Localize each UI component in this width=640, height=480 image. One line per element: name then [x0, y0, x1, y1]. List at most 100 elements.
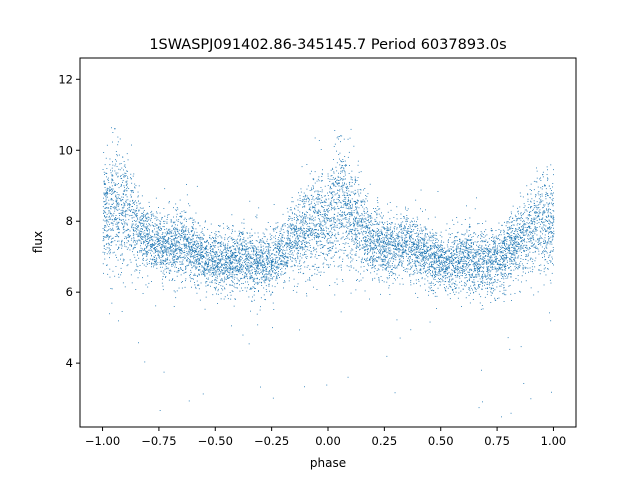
data-point — [481, 245, 483, 247]
data-point — [117, 227, 119, 229]
data-point — [474, 270, 476, 272]
data-point — [504, 221, 505, 223]
data-point — [424, 244, 426, 246]
data-point — [104, 258, 106, 260]
data-point — [295, 228, 296, 230]
data-point — [432, 239, 434, 241]
data-point — [115, 195, 117, 197]
data-point — [525, 244, 527, 246]
data-point — [547, 205, 549, 207]
data-point — [132, 211, 134, 213]
data-point — [235, 269, 237, 271]
data-point — [194, 248, 196, 250]
data-point — [287, 243, 289, 245]
data-point — [331, 188, 333, 190]
data-point — [211, 281, 212, 283]
data-point — [545, 240, 546, 242]
data-point — [374, 268, 376, 270]
data-point — [324, 245, 326, 246]
data-point — [183, 210, 185, 212]
data-point — [126, 222, 128, 224]
data-point — [425, 245, 427, 247]
data-point — [333, 201, 335, 203]
data-point — [265, 251, 267, 253]
data-point — [434, 237, 436, 239]
data-point — [272, 259, 274, 261]
data-point — [493, 261, 494, 263]
data-point — [434, 243, 436, 245]
data-point — [480, 235, 482, 237]
data-point — [354, 220, 356, 222]
data-point — [497, 253, 498, 255]
data-point — [272, 271, 273, 272]
data-point — [160, 266, 161, 268]
data-point — [172, 264, 174, 266]
data-point — [175, 258, 177, 260]
data-point — [500, 242, 502, 244]
data-point — [259, 262, 261, 264]
data-point — [161, 240, 163, 242]
data-point — [333, 191, 335, 193]
data-point — [461, 242, 462, 244]
data-point — [428, 271, 430, 273]
data-point — [162, 256, 164, 258]
data-point — [226, 270, 228, 272]
data-point — [219, 243, 221, 245]
data-point — [424, 246, 426, 248]
data-point — [502, 259, 504, 260]
data-point — [354, 238, 356, 239]
data-point — [217, 290, 219, 292]
data-point — [303, 203, 304, 205]
data-point — [387, 227, 389, 229]
data-point — [276, 248, 278, 249]
data-point — [182, 259, 184, 261]
data-point — [234, 269, 236, 271]
data-point — [489, 287, 491, 289]
data-point — [107, 177, 109, 179]
data-point — [200, 262, 201, 264]
data-point — [455, 280, 457, 282]
data-point — [342, 236, 344, 238]
data-point — [378, 223, 380, 225]
data-point — [519, 223, 521, 225]
data-point — [548, 236, 549, 237]
data-point — [121, 254, 123, 256]
data-point — [385, 237, 387, 239]
data-point — [122, 181, 123, 183]
data-point — [372, 251, 374, 253]
data-point — [216, 257, 217, 259]
data-point — [546, 209, 547, 211]
data-point — [512, 251, 514, 253]
data-point — [155, 233, 157, 235]
data-point — [405, 245, 407, 247]
data-point — [306, 249, 308, 251]
data-point — [187, 246, 189, 248]
data-point — [117, 203, 119, 205]
data-point — [492, 268, 494, 270]
data-point — [470, 240, 471, 241]
data-point — [537, 291, 539, 293]
data-point — [481, 288, 482, 290]
data-point — [423, 257, 425, 259]
data-point — [501, 278, 503, 279]
data-point — [305, 217, 307, 219]
data-point — [293, 229, 295, 230]
data-point — [481, 250, 482, 252]
data-point — [548, 233, 549, 235]
data-point — [451, 263, 453, 265]
data-point — [526, 185, 528, 187]
data-point — [387, 244, 389, 246]
data-point — [167, 240, 169, 242]
data-point — [147, 275, 149, 277]
data-point — [251, 265, 253, 267]
data-point — [128, 209, 130, 211]
data-point — [506, 274, 507, 276]
data-point — [246, 245, 248, 247]
data-point — [361, 204, 362, 206]
data-point — [120, 267, 122, 269]
data-point — [459, 249, 461, 251]
data-point — [114, 185, 116, 186]
data-point — [214, 279, 215, 281]
data-point — [130, 173, 132, 175]
data-point — [500, 252, 502, 254]
